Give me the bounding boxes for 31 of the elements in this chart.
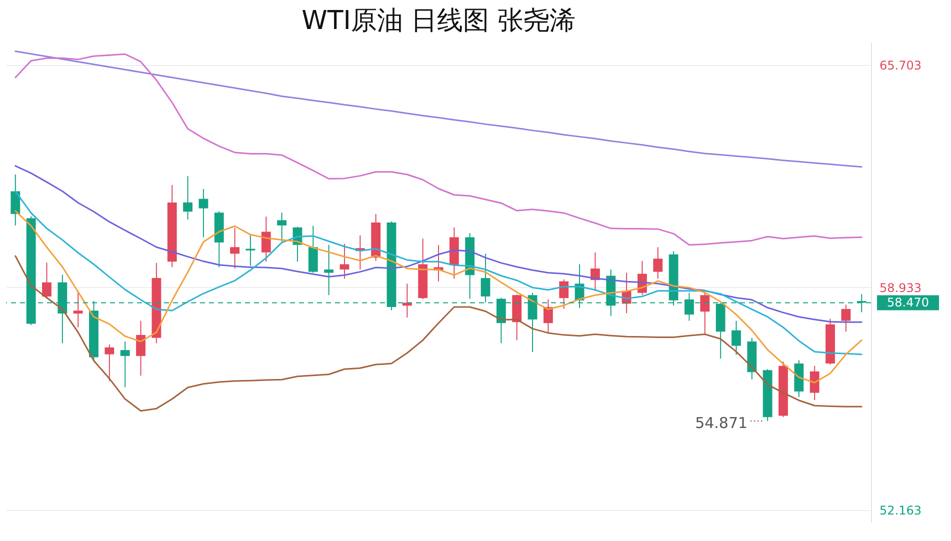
y-tick-label: 58.933 — [880, 280, 922, 295]
candlestick — [732, 320, 741, 356]
candlestick — [402, 283, 412, 318]
candlestick — [543, 298, 553, 334]
candlestick — [841, 304, 851, 332]
candlestick — [340, 243, 350, 280]
chart-title: WTI原油 日线图 张尧浠 — [302, 6, 576, 36]
candlestick — [120, 341, 130, 388]
annotation: 54.871 — [695, 414, 748, 432]
y-tick-label: 65.703 — [880, 58, 922, 72]
candlestick — [136, 320, 146, 376]
candlestick — [261, 216, 271, 262]
ref-line-label: 58.470 — [887, 296, 929, 310]
line-series — [14, 53, 862, 246]
candlestick — [10, 174, 20, 226]
candlestick — [198, 188, 208, 238]
candlestick — [277, 212, 286, 242]
candlestick — [104, 344, 114, 382]
candlestick — [559, 278, 569, 310]
line-series — [14, 165, 862, 323]
line-series — [14, 50, 862, 168]
y-tick-label: 52.163 — [880, 504, 922, 518]
candlestick — [700, 292, 710, 334]
candlestick — [324, 244, 334, 296]
line-series — [14, 255, 862, 412]
candlestick — [73, 290, 83, 328]
candlestick — [42, 262, 52, 298]
candlestick — [810, 365, 820, 401]
candlestick — [183, 176, 192, 220]
candlestick — [653, 246, 663, 280]
candlestick — [230, 228, 240, 270]
